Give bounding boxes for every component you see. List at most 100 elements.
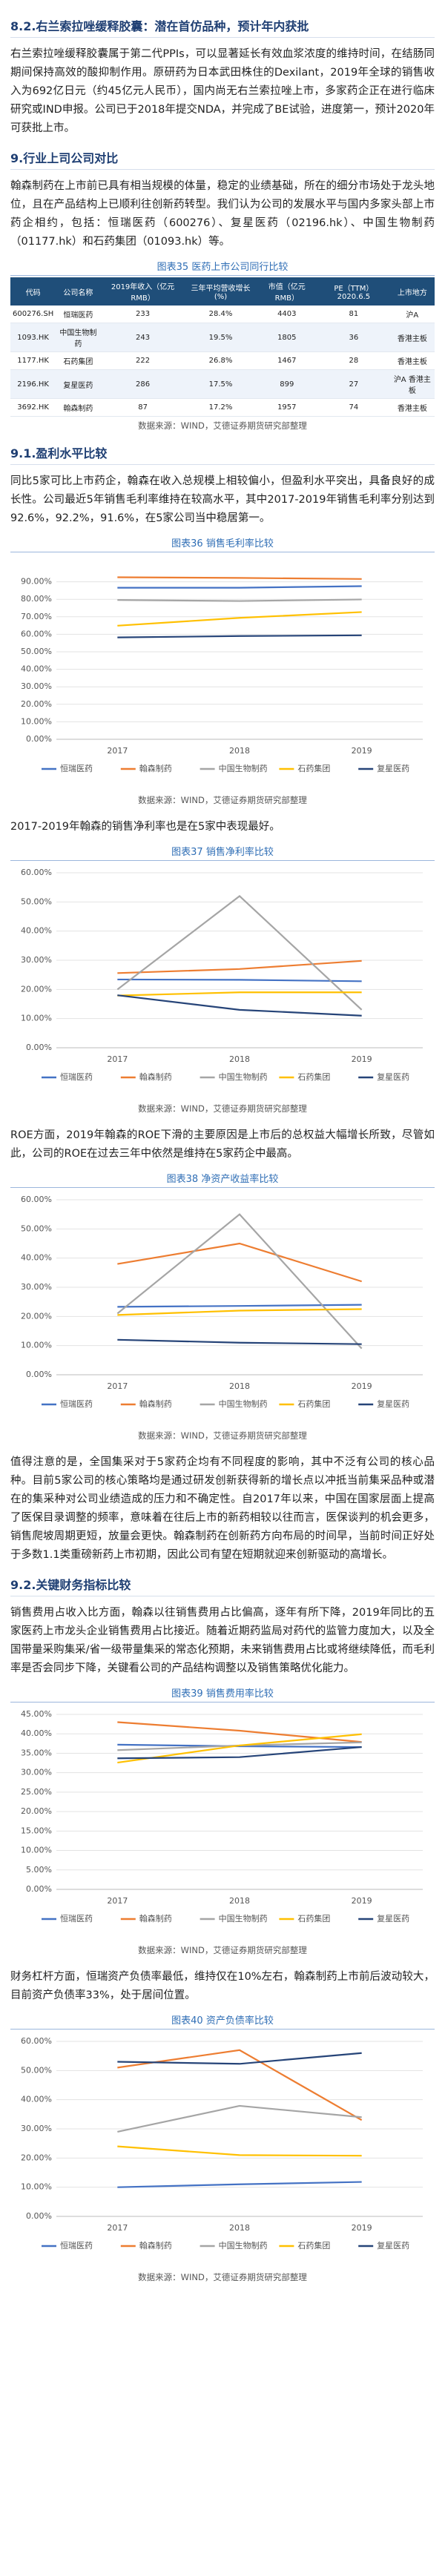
source: 数据来源：WIND，艾德证券期货研究部整理 (138, 1945, 307, 1955)
series-line (117, 994, 362, 1017)
table-cell: 中国生物制药 (56, 323, 101, 352)
series-line (117, 1338, 362, 1345)
table-cell: 石药集团 (56, 351, 101, 370)
source: 数据来源：WIND，艾德证券期货研究部整理 (138, 1103, 307, 1114)
table-row: 3692.HK 翰森制药 87 17.2% 1957 74 香港主板 (10, 398, 435, 417)
y-tick-label: 50.00% (21, 1223, 52, 1233)
legend-label: 复星医药 (377, 1913, 409, 1923)
legend-label: 石药集团 (297, 1913, 330, 1923)
series-line (116, 1213, 363, 1350)
table-cell: 28.4% (185, 306, 257, 323)
legend-label: 恒瑞医药 (60, 1398, 93, 1409)
y-tick-label: 10.00% (21, 1846, 52, 1855)
y-tick-label: 30.00% (21, 1768, 52, 1777)
legend-label: 翰森制药 (139, 1913, 172, 1923)
series-line (117, 634, 362, 638)
table-cell: 香港主板 (389, 351, 435, 370)
table-cell: 恒瑞医药 (56, 306, 101, 323)
paragraph: 右兰索拉唑缓释胶囊属于第二代PPIs，可以显著延长有效血浆浓度的维持时间，在结肠… (10, 48, 435, 134)
source: 数据来源：WIND，艾德证券期货研究部整理 (138, 795, 307, 805)
paragraph: 2017-2019年翰森的销售净利率也是在5家中表现最好。 (10, 821, 280, 833)
y-tick-label: 90.00% (21, 577, 52, 587)
chart-title: 图表39 销售费用率比较 (10, 1685, 435, 1703)
table-title: 图表35 医药上市公司同行比较 (10, 259, 435, 276)
source: 数据来源：WIND，艾德证券期货研究部整理 (138, 1430, 307, 1441)
series-line (117, 611, 362, 627)
x-tick-label: 2018 (229, 1381, 250, 1391)
series-line (117, 1308, 362, 1316)
x-tick-label: 2019 (352, 1896, 372, 1906)
chart-svg: 0.00% 10.00% 20.00% 30.00% 40.00% 50.00% 60.00… (21, 2036, 423, 2250)
table-cell: 翰森制药 (56, 398, 101, 417)
paragraph: 财务杠杆方面，恒瑞资产负债率最低，维持仅在10%左右，翰森制药上市前后波动较大，… (10, 1971, 435, 2001)
x-tick-label: 2019 (352, 1381, 372, 1391)
table-cell: 222 (100, 351, 185, 370)
series-line (117, 2104, 362, 2133)
table-cell: 286 (100, 369, 185, 399)
chart-title: 图表36 销售毛利率比较 (10, 535, 435, 552)
chart: 图表40 资产负债率比较 0.00% 10.00% 20.00% 30.00% 40.00… (10, 2012, 435, 2283)
legend-label: 翰森制药 (139, 1398, 172, 1409)
table-cell: 香港主板 (389, 323, 435, 352)
table-cell: 36 (317, 323, 390, 352)
series-line (117, 991, 362, 997)
y-tick-label: 40.00% (21, 926, 52, 936)
y-tick-label: 25.00% (21, 1787, 52, 1797)
y-tick-label: 0.00% (26, 1884, 52, 1894)
y-tick-label: 0.00% (26, 734, 52, 744)
table-cell: 2196.HK (10, 369, 56, 399)
source: 数据来源：WIND，艾德证券期货研究部整理 (138, 2272, 307, 2282)
x-tick-label: 2017 (107, 2223, 128, 2233)
y-tick-label: 50.00% (21, 2065, 52, 2075)
y-tick-label: 30.00% (21, 2124, 52, 2133)
series-line (117, 1746, 362, 1760)
heading: 8.2.右兰索拉唑缓释胶囊：潜在首仿品种，预计年内获批 (10, 16, 435, 38)
chart-title: 图表40 资产负债率比较 (10, 2012, 435, 2030)
chart-title: 图表38 净资产收益率比较 (10, 1171, 435, 1188)
table-cell: 沪A 香港主板 (389, 369, 435, 399)
legend-label: 石药集团 (297, 1398, 330, 1409)
table-cell: 1093.HK (10, 323, 56, 352)
series-line (117, 1242, 362, 1283)
y-tick-label: 40.00% (21, 2095, 52, 2104)
table-row: 1177.HK 石药集团 222 26.8% 1467 28 香港主板 (10, 351, 435, 370)
series-line (117, 960, 362, 974)
column-header: 公司名称 (56, 277, 101, 306)
table-cell: 沪A (389, 306, 435, 323)
y-tick-label: 60.00% (21, 2036, 52, 2046)
y-tick-label: 20.00% (21, 1806, 52, 1816)
table-cell: 17.5% (185, 369, 257, 399)
table-cell: 600276.SH (10, 306, 56, 323)
table-row: 1093.HK 中国生物制药 243 19.5% 1805 36 香港主板 (10, 323, 435, 352)
y-tick-label: 40.00% (21, 1728, 52, 1738)
table-cell: 复星医药 (56, 369, 101, 399)
y-tick-label: 35.00% (21, 1748, 52, 1757)
y-tick-label: 50.00% (21, 647, 52, 656)
y-tick-label: 40.00% (21, 1253, 52, 1263)
heading: 9.1.盈利水平比较 (10, 443, 435, 465)
chart-svg: 0.00% 10.00% 20.00% 30.00% 40.00% 50.00% 60.00… (21, 1195, 423, 1409)
series-line (117, 576, 362, 580)
legend-label: 翰森制药 (139, 2240, 172, 2250)
paragraph: ROE方面，2019年翰森的ROE下滑的主要原因是上市后的总权益大幅增长所致，尽… (10, 1129, 435, 1160)
paragraph: 销售费用占收入比方面，翰森以往销售费用占比偏高，逐年有所下降，2019年同比的五… (10, 1607, 435, 1674)
y-tick-label: 15.00% (21, 1826, 52, 1835)
series-line (117, 1733, 362, 1764)
legend-label: 中国生物制药 (219, 763, 268, 773)
legend-label: 石药集团 (297, 1071, 330, 1082)
series-line (117, 2145, 362, 2157)
table-cell: 243 (100, 323, 185, 352)
legend-label: 中国生物制药 (219, 1071, 268, 1082)
y-tick-label: 60.00% (21, 629, 52, 638)
y-tick-label: 30.00% (21, 681, 52, 691)
y-tick-label: 10.00% (21, 1014, 52, 1023)
series-line (117, 585, 362, 589)
column-header: 三年平均营收增长(%) (185, 277, 257, 306)
y-tick-label: 70.00% (21, 612, 52, 621)
table-cell: 26.8% (185, 351, 257, 370)
legend-label: 恒瑞医药 (60, 1913, 93, 1923)
legend-label: 石药集团 (297, 2240, 330, 2250)
y-tick-label: 10.00% (21, 2182, 52, 2192)
table-row: 600276.SH 恒瑞医药 233 28.4% 4403 81 沪A (10, 306, 435, 323)
legend-label: 中国生物制药 (219, 2240, 268, 2250)
